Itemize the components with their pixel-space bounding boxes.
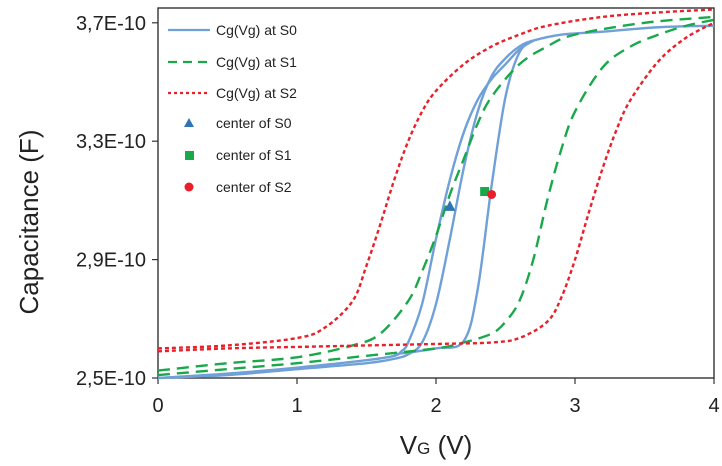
center-point-s0: [444, 200, 456, 211]
series-s0-curve-2: [394, 39, 535, 356]
series-s2-curve-0: [157, 8, 715, 350]
x-axis-title-unit: (V): [430, 430, 472, 460]
legend-label-s0-line: Cg(Vg) at S0: [216, 22, 297, 38]
center-point-s2: [487, 189, 497, 199]
y-axis-title: Capacitance (F): [14, 130, 44, 315]
x-axis-title-main: V: [400, 430, 418, 460]
series-s0-curve-1: [157, 39, 534, 380]
legend-label-s2-center: center of S2: [216, 179, 292, 195]
legend-label-s0-center: center of S0: [216, 115, 292, 131]
legend: Cg(Vg) at S0 Cg(Vg) at S1 Cg(Vg) at S2 c…: [168, 22, 297, 195]
x-tick-label: 3: [569, 395, 580, 417]
series-s0-curve-0: [157, 24, 715, 380]
legend-marker-s0-center-triangle: [184, 118, 194, 127]
x-tick-label: 1: [291, 395, 302, 417]
legend-marker-s1-center-square: [185, 151, 194, 160]
series-s1-curve-1: [157, 18, 715, 377]
series-layer: [157, 8, 715, 380]
y-tick-label: 3,3E-10: [76, 131, 146, 153]
x-tick-label: 2: [430, 395, 441, 417]
y-tick-label: 2,9E-10: [76, 250, 146, 272]
series-s1-curve-0: [157, 15, 715, 372]
y-tick-label: 2,5E-10: [76, 368, 146, 390]
legend-marker-s2-center-circle: [184, 182, 194, 192]
center-point-s1: [480, 187, 490, 197]
x-tick-label: 0: [152, 395, 163, 417]
x-axis-title: VG (V): [400, 430, 472, 460]
legend-label-s2-line: Cg(Vg) at S2: [216, 85, 297, 101]
y-tick-label: 3,7E-10: [76, 13, 146, 35]
x-axis-title-subscript: G: [417, 439, 430, 458]
x-axis-ticks: 0 1 2 3 4: [152, 378, 720, 417]
center-points-layer: [444, 187, 497, 211]
legend-label-s1-center: center of S1: [216, 147, 292, 163]
legend-label-s1-line: Cg(Vg) at S1: [216, 54, 297, 70]
x-tick-label: 4: [708, 395, 719, 417]
y-axis-ticks: 2,5E-10 2,9E-10 3,3E-10 3,7E-10: [76, 13, 158, 390]
